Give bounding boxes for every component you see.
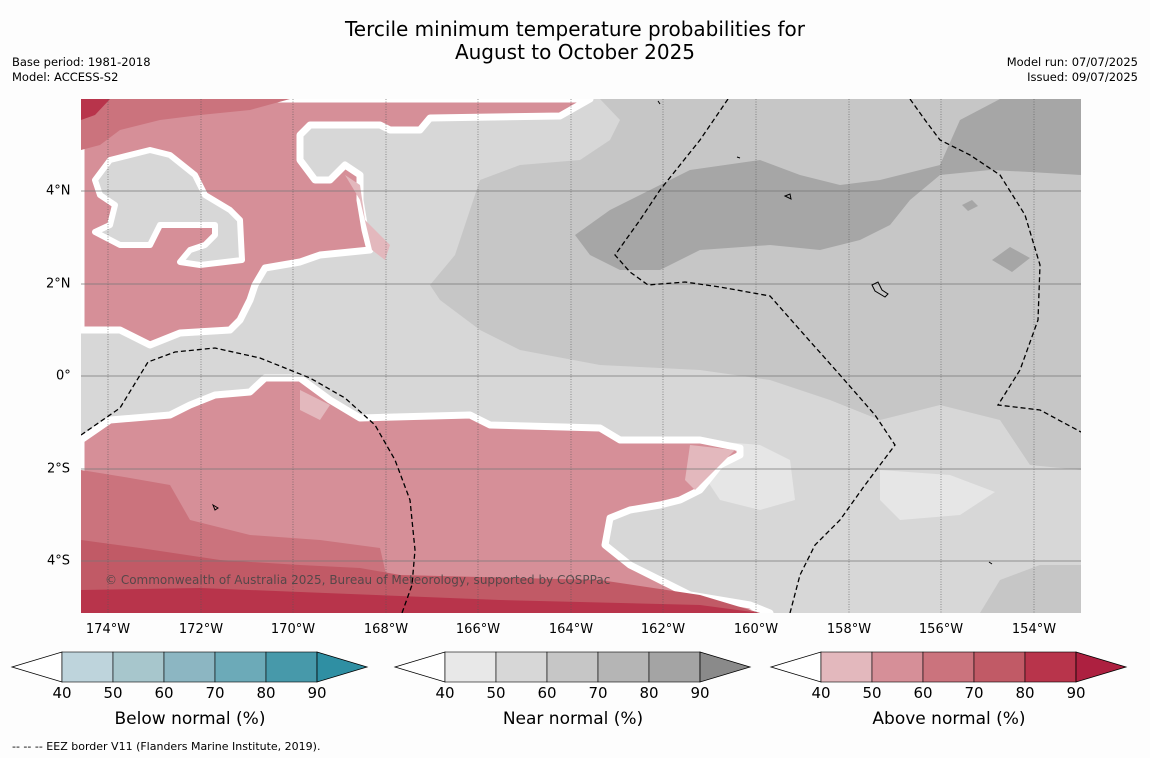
eez-footnote: -- -- -- EEZ border V11 (Flanders Marine… xyxy=(12,740,321,753)
cb-above-tick: 80 xyxy=(1015,684,1035,702)
near-normal-70-dot xyxy=(962,200,978,211)
colorbar-near-seg-2 xyxy=(495,651,548,683)
near-normal-60-south xyxy=(980,565,1081,613)
eez-borders xyxy=(81,99,1081,613)
above-normal-40-southeast xyxy=(685,445,735,490)
lon-label-160w: 160°W xyxy=(733,622,779,637)
above-normal-40-strip xyxy=(345,175,390,260)
cb-below-tick: 60 xyxy=(154,684,174,702)
colorbar-above-seg-3 xyxy=(922,651,975,683)
model-run: Model run: 07/07/2025 xyxy=(1006,55,1138,69)
colorbar-above xyxy=(769,651,1128,683)
colorbar-above-seg-5 xyxy=(1024,651,1077,683)
colorbar-below-seg-5 xyxy=(265,651,318,683)
title-line-1: Tercile minimum temperature probabilitie… xyxy=(344,17,806,41)
cb-above-tick: 60 xyxy=(913,684,933,702)
map-area xyxy=(81,99,1081,613)
issued-date: Issued: 09/07/2025 xyxy=(1027,70,1138,84)
title-line-2: August to October 2025 xyxy=(454,40,696,64)
cb-above-tick: 50 xyxy=(862,684,882,702)
cb-below-tick: 80 xyxy=(256,684,276,702)
cb-below-tick: 50 xyxy=(103,684,123,702)
lon-label-168w: 168°W xyxy=(363,622,409,637)
near-normal-70-region xyxy=(575,99,1081,270)
lon-label-154w: 154°W xyxy=(1011,622,1057,637)
colorbar-near-seg-5 xyxy=(648,651,701,683)
above-normal-60-northwest xyxy=(81,99,290,150)
colorbar-near-over-triangle xyxy=(699,651,752,683)
cb-above-tick: 70 xyxy=(964,684,984,702)
islands xyxy=(211,100,993,565)
colorbar-above-under-triangle xyxy=(769,651,822,683)
cb-above-tick: 90 xyxy=(1066,684,1086,702)
near-normal-70-patch xyxy=(992,247,1030,272)
lon-label-158w: 158°W xyxy=(826,622,872,637)
colorbar-above-seg-1 xyxy=(820,651,873,683)
cb-near-tick: 70 xyxy=(588,684,608,702)
colorbar-above-seg-4 xyxy=(973,651,1026,683)
near-normal-40-east xyxy=(880,470,995,520)
colorbar-above-seg-2 xyxy=(871,651,924,683)
colorbar-below-seg-3 xyxy=(163,651,216,683)
cb-above-tick: 40 xyxy=(811,684,831,702)
colorbar-below-seg-4 xyxy=(214,651,267,683)
cb-below-tick: 90 xyxy=(307,684,327,702)
base-period: Base period: 1981-2018 xyxy=(12,55,151,69)
lat-label-4s: 4°S xyxy=(47,553,71,569)
lat-label-2n: 2°N xyxy=(46,276,71,292)
grid-lines xyxy=(107,99,1035,613)
colorbar-below-over-triangle xyxy=(316,651,369,683)
colorbar-above-over-triangle xyxy=(1075,651,1128,683)
above-normal-80-northwest xyxy=(81,99,110,120)
cb-near-tick: 80 xyxy=(639,684,659,702)
lon-label-156w: 156°W xyxy=(918,622,964,637)
copyright-notice: © Commonwealth of Australia 2025, Bureau… xyxy=(105,573,611,587)
cb-below-tick: 70 xyxy=(205,684,225,702)
lon-label-162w: 162°W xyxy=(640,622,686,637)
meta-right: Model run: 07/07/2025 Issued: 09/07/2025 xyxy=(1007,55,1138,85)
colorbar-near xyxy=(393,651,752,683)
model-name: Model: ACCESS-S2 xyxy=(12,70,119,84)
cb-below-tick: 40 xyxy=(52,684,72,702)
lon-label-164w: 164°W xyxy=(548,622,594,637)
colorbar-near-under-triangle xyxy=(393,651,446,683)
lat-label-0: 0° xyxy=(56,368,71,384)
colorbar-near-seg-4 xyxy=(597,651,650,683)
colorbar-below xyxy=(10,651,369,683)
cb-near-title: Near normal (%) xyxy=(502,709,644,729)
colorbar-below-under-triangle xyxy=(10,651,63,683)
colorbar-below-seg-2 xyxy=(112,651,165,683)
near-normal-inset xyxy=(92,147,245,268)
cb-near-tick: 60 xyxy=(537,684,557,702)
cb-below-title: Below normal (%) xyxy=(114,709,266,729)
cb-near-tick: 90 xyxy=(690,684,710,702)
above-normal-40-south xyxy=(300,390,330,420)
lon-label-170w: 170°W xyxy=(270,622,316,637)
lat-label-2s: 2°S xyxy=(47,461,71,477)
colorbar-near-seg-3 xyxy=(546,651,599,683)
above-normal-80-south xyxy=(81,588,760,613)
meta-left: Base period: 1981-2018 Model: ACCESS-S2 xyxy=(12,55,151,85)
colorbar-near-seg-1 xyxy=(444,651,497,683)
lat-label-4n: 4°N xyxy=(46,183,71,199)
lat-lines xyxy=(81,190,1081,562)
cb-above-title: Above normal (%) xyxy=(872,709,1026,729)
colorbar-below-seg-1 xyxy=(61,651,114,683)
cb-near-tick: 50 xyxy=(486,684,506,702)
cb-near-tick: 40 xyxy=(435,684,455,702)
lon-label-172w: 172°W xyxy=(178,622,224,637)
map-title: Tercile minimum temperature probabilitie… xyxy=(0,18,1150,64)
lon-label-166w: 166°W xyxy=(455,622,501,637)
lon-label-174w: 174°W xyxy=(85,622,131,637)
